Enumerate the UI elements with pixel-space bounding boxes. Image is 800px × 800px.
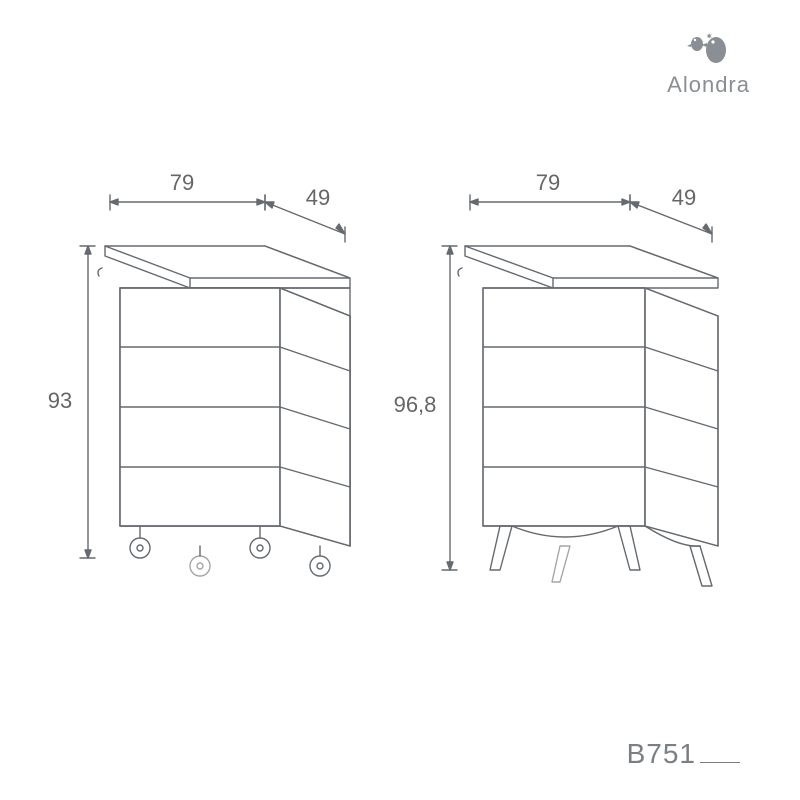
dim-width-right: 79	[470, 170, 630, 210]
product-code: B751	[627, 738, 740, 770]
dim-height-right: 96,8	[394, 246, 457, 570]
dresser-right-drawing: 79 49 96,8	[394, 170, 718, 586]
dim-width-left: 79	[110, 170, 265, 210]
dim-depth-left-label: 49	[306, 185, 330, 210]
dim-width-left-label: 79	[170, 170, 194, 195]
brand-block: Alondra	[667, 30, 750, 98]
dim-width-right-label: 79	[536, 170, 560, 195]
dim-height-left: 93	[48, 246, 95, 558]
dim-height-right-label: 96,8	[394, 392, 437, 417]
dim-height-left-label: 93	[48, 388, 72, 413]
brand-name: Alondra	[667, 72, 750, 98]
dresser-left-drawing: 79 49 93	[48, 170, 350, 576]
product-code-underline	[700, 762, 740, 763]
technical-diagram: 79 49 93	[0, 150, 800, 650]
dim-depth-left: 49	[265, 185, 345, 242]
brand-logo-icon	[681, 30, 737, 68]
dim-depth-right: 49	[630, 185, 712, 242]
dim-depth-right-label: 49	[672, 185, 696, 210]
product-code-text: B751	[627, 738, 696, 769]
wheels	[130, 526, 330, 576]
